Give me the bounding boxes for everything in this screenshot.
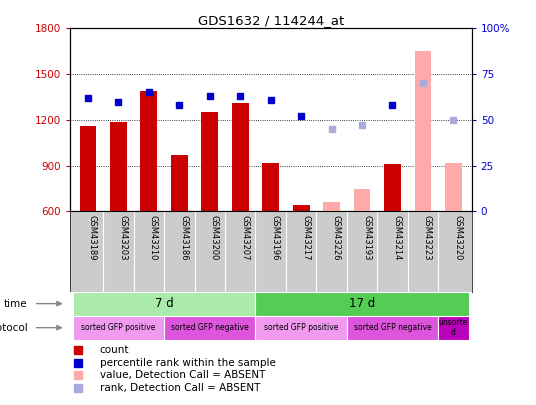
Bar (232, 103, 249, 211)
Bar (110, 122, 127, 211)
Bar (256, 315, 347, 340)
Text: GSM43186: GSM43186 (180, 215, 188, 261)
Title: GDS1632 / 114244_at: GDS1632 / 114244_at (198, 14, 344, 27)
Bar (262, 163, 279, 211)
Bar (73, 292, 256, 315)
Text: GSM43196: GSM43196 (271, 215, 280, 261)
Text: GSM43207: GSM43207 (240, 215, 249, 261)
Text: sorted GFP positive: sorted GFP positive (81, 323, 155, 332)
Bar (140, 91, 157, 211)
Text: sorted GFP negative: sorted GFP negative (171, 323, 249, 332)
Text: GSM43193: GSM43193 (362, 215, 371, 261)
Bar (164, 315, 256, 340)
Bar (79, 126, 96, 211)
Bar (73, 315, 164, 340)
Bar (438, 315, 468, 340)
Text: time: time (4, 298, 27, 309)
Text: value, Detection Call = ABSENT: value, Detection Call = ABSENT (100, 370, 265, 380)
Text: GSM43226: GSM43226 (332, 215, 340, 261)
Text: GSM43200: GSM43200 (210, 215, 219, 261)
Text: GSM43203: GSM43203 (118, 215, 128, 261)
Bar (293, 205, 309, 211)
Text: sorted GFP positive: sorted GFP positive (264, 323, 338, 332)
Bar (354, 189, 370, 211)
Text: GSM43210: GSM43210 (149, 215, 158, 261)
Text: GSM43217: GSM43217 (301, 215, 310, 261)
Text: protocol: protocol (0, 323, 27, 333)
Bar (414, 51, 431, 211)
Bar (202, 111, 218, 211)
Text: GSM43220: GSM43220 (453, 215, 463, 261)
Bar (347, 315, 438, 340)
Bar (171, 155, 188, 211)
Bar (384, 164, 401, 211)
Text: 7 d: 7 d (155, 297, 174, 310)
Text: GSM43214: GSM43214 (392, 215, 401, 261)
Text: count: count (100, 345, 129, 355)
Text: 17 d: 17 d (349, 297, 375, 310)
Bar (323, 202, 340, 211)
Text: sorted GFP negative: sorted GFP negative (354, 323, 431, 332)
Text: GSM43223: GSM43223 (423, 215, 432, 261)
Bar (256, 292, 468, 315)
Text: GSM43189: GSM43189 (88, 215, 97, 261)
Text: rank, Detection Call = ABSENT: rank, Detection Call = ABSENT (100, 383, 260, 393)
Text: unsorte
d: unsorte d (439, 318, 468, 337)
Bar (445, 163, 462, 211)
Text: percentile rank within the sample: percentile rank within the sample (100, 358, 276, 368)
Bar (445, 163, 462, 211)
